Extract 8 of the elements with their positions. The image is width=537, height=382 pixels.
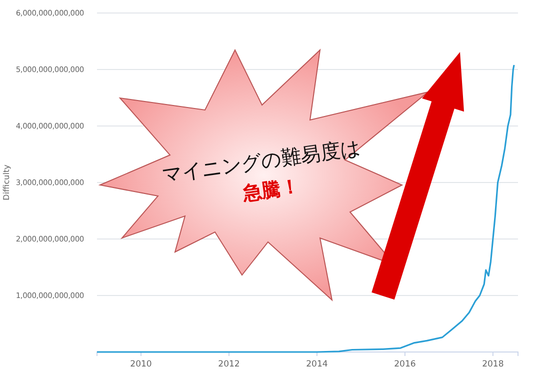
x-tick-label: 2018 <box>482 360 504 370</box>
x-tick-label: 2012 <box>218 360 240 370</box>
annotation: 急騰！ <box>240 175 301 206</box>
x-tick-label: 2010 <box>130 360 152 370</box>
x-tick-label: 2016 <box>394 360 416 370</box>
line-series <box>96 64 515 353</box>
y-axis-title: Difficulty <box>2 164 11 200</box>
x-tick-label: 2014 <box>306 360 328 370</box>
